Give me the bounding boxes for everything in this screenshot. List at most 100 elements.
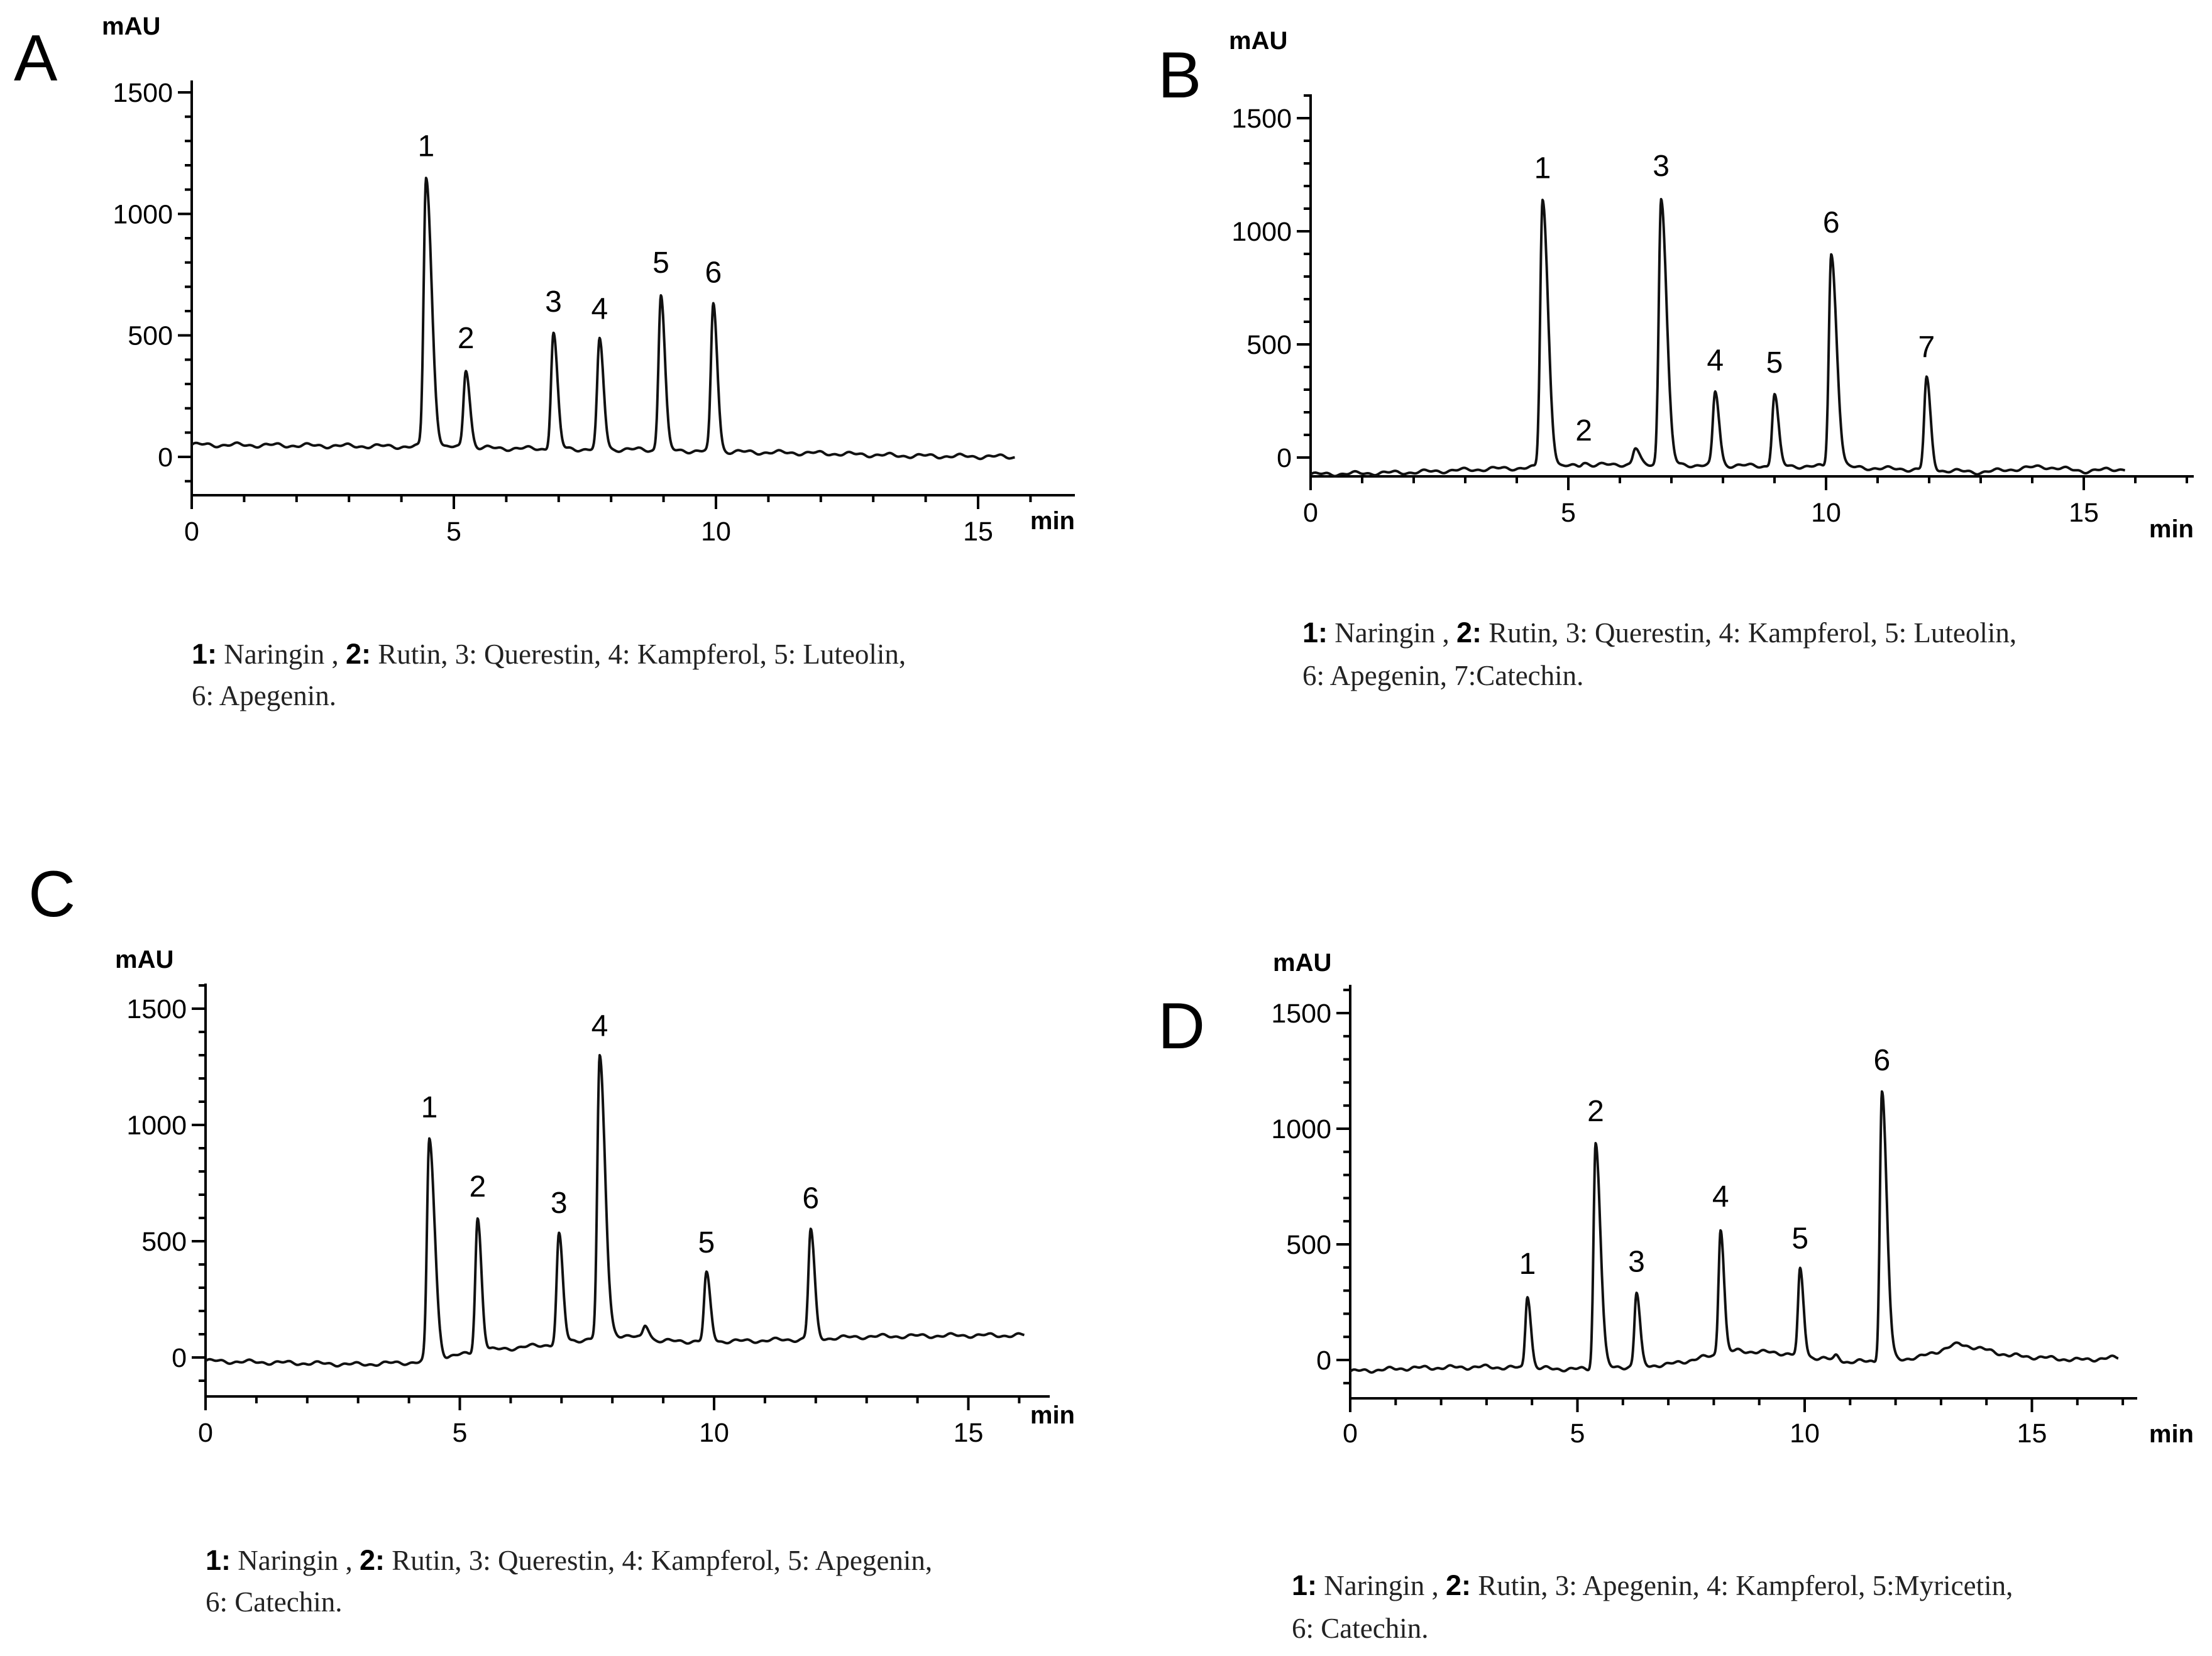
y-tick-label: 0 <box>172 1343 187 1373</box>
x-tick-label: 5 <box>446 517 461 547</box>
x-tick-label: 15 <box>954 1418 984 1448</box>
peak-label: 6 <box>1823 206 1840 239</box>
x-axis-unit-label: min <box>1030 507 1075 535</box>
y-axis-unit-label: mAU <box>1273 949 1331 977</box>
peak-label: 3 <box>1653 150 1670 183</box>
peak-label: 1 <box>1519 1247 1536 1281</box>
y-tick-label: 500 <box>141 1227 187 1257</box>
caption-index: 1: <box>1292 1569 1317 1601</box>
peak-label: 5 <box>698 1226 715 1259</box>
y-tick-label: 1000 <box>113 199 173 229</box>
y-tick-label: 500 <box>128 321 173 351</box>
peak-label: 3 <box>551 1187 568 1220</box>
peak-label: 5 <box>1766 346 1783 380</box>
x-axis-unit-label: min <box>1030 1401 1075 1429</box>
panel-letter: C <box>28 858 75 931</box>
caption-text: Naringin , <box>217 639 346 670</box>
peak-label: 2 <box>1587 1095 1604 1128</box>
y-tick-label: 1500 <box>126 994 187 1024</box>
caption-line: 6: Catechin. <box>206 1586 342 1618</box>
y-axis-unit-label: mAU <box>115 946 173 973</box>
caption-text: Rutin, 3: Querestin, 4: Kampferol, 5: Ap… <box>385 1545 932 1576</box>
x-tick-label: 10 <box>1811 498 1841 528</box>
caption-text: Naringin , <box>1317 1570 1446 1601</box>
x-tick-label: 5 <box>1561 498 1576 528</box>
x-axis-unit-label: min <box>2149 515 2194 543</box>
caption-index: 2: <box>346 638 371 670</box>
caption-text: Rutin, 3: Querestin, 4: Kampferol, 5: Lu… <box>1482 617 2017 649</box>
panel-letter: A <box>14 22 58 95</box>
peak-label: 2 <box>1575 414 1592 447</box>
panel-letter: D <box>1158 990 1205 1063</box>
peak-label: 5 <box>652 246 669 280</box>
caption-text: Rutin, 3: Querestin, 4: Kampferol, 5: Lu… <box>371 639 906 670</box>
caption-text: Naringin , <box>231 1545 360 1576</box>
peak-label: 2 <box>458 322 475 355</box>
y-tick-label: 0 <box>158 442 173 473</box>
chromatogram-trace <box>204 1054 1025 1368</box>
x-tick-label: 15 <box>2017 1418 2047 1449</box>
caption-line: 1: Naringin , 2: Rutin, 3: Querestin, 4:… <box>206 1544 932 1576</box>
peak-label: 1 <box>421 1091 438 1124</box>
caption-text: 6: Apegenin, 7:Catechin. <box>1302 660 1583 691</box>
caption-line: 6: Catechin. <box>1292 1613 1428 1644</box>
peak-label: 2 <box>469 1170 486 1204</box>
x-axis-unit-label: min <box>2149 1420 2194 1448</box>
x-tick-label: 5 <box>1570 1418 1585 1449</box>
caption-text: Naringin , <box>1328 617 1456 649</box>
caption-index: 2: <box>1446 1569 1471 1601</box>
peak-label: 3 <box>1628 1245 1645 1278</box>
x-tick-label: 5 <box>453 1418 468 1448</box>
x-tick-label: 0 <box>1303 498 1318 528</box>
caption-line: 6: Apegenin, 7:Catechin. <box>1302 660 1583 691</box>
panel-letter: B <box>1158 39 1201 112</box>
peak-label: 4 <box>592 292 608 326</box>
peak-label: 6 <box>802 1182 819 1215</box>
caption-line: 1: Naringin , 2: Rutin, 3: Apegenin, 4: … <box>1292 1569 2013 1601</box>
peak-label: 3 <box>545 285 562 319</box>
caption-index: 1: <box>192 638 217 670</box>
x-tick-label: 0 <box>1343 1418 1358 1449</box>
caption-index: 2: <box>1456 617 1482 649</box>
y-tick-label: 1500 <box>113 78 173 108</box>
caption-text: 6: Catechin. <box>1292 1613 1428 1644</box>
peak-label: 1 <box>1534 152 1551 185</box>
caption-index: 1: <box>206 1544 231 1576</box>
caption-text: 6: Catechin. <box>206 1586 342 1618</box>
y-tick-label: 500 <box>1246 330 1292 360</box>
caption-text: 6: Apegenin. <box>192 680 336 711</box>
peak-label: 4 <box>1707 344 1724 378</box>
caption-text: Rutin, 3: Apegenin, 4: Kampferol, 5:Myri… <box>1471 1570 2013 1601</box>
y-tick-label: 1500 <box>1231 104 1292 134</box>
peak-label: 7 <box>1918 331 1935 364</box>
peak-label: 4 <box>592 1010 608 1043</box>
y-tick-label: 1000 <box>126 1110 187 1141</box>
x-tick-label: 0 <box>198 1418 213 1448</box>
chromatogram-trace <box>190 177 1016 461</box>
caption-line: 6: Apegenin. <box>192 680 336 711</box>
y-tick-label: 500 <box>1286 1230 1331 1260</box>
y-tick-label: 1500 <box>1271 999 1331 1029</box>
caption-index: 1: <box>1302 617 1328 649</box>
x-tick-label: 15 <box>963 517 993 547</box>
chromatogram-trace <box>1349 1090 2120 1374</box>
y-tick-label: 1000 <box>1271 1114 1331 1144</box>
x-tick-label: 15 <box>2069 498 2099 528</box>
y-tick-label: 0 <box>1277 443 1292 473</box>
peak-label: 5 <box>1791 1222 1808 1255</box>
caption-index: 2: <box>360 1544 385 1576</box>
peak-label: 4 <box>1712 1180 1729 1214</box>
x-tick-label: 0 <box>184 517 199 547</box>
caption-line: 1: Naringin , 2: Rutin, 3: Querestin, 4:… <box>1302 617 2017 649</box>
x-tick-label: 10 <box>699 1418 729 1448</box>
y-tick-label: 0 <box>1316 1346 1331 1376</box>
y-axis-unit-label: mAU <box>1229 27 1287 55</box>
peak-label: 6 <box>705 256 722 289</box>
y-tick-label: 1000 <box>1231 217 1292 247</box>
caption-line: 1: Naringin , 2: Rutin, 3: Querestin, 4:… <box>192 638 906 670</box>
